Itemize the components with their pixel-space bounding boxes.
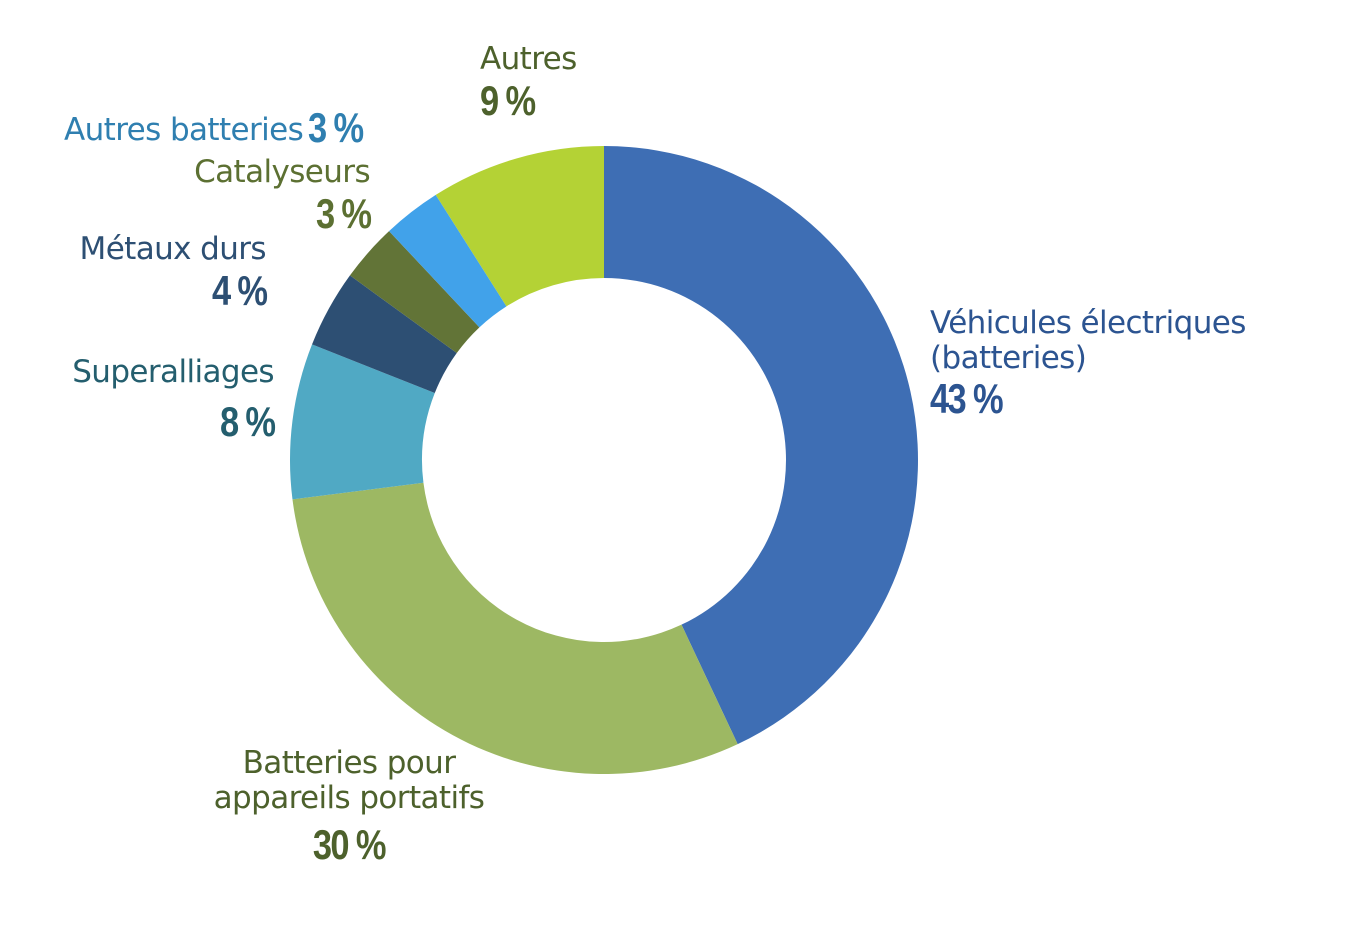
label-ev-pct: 43 % bbox=[930, 375, 1004, 423]
label-portable: Batteries pour appareils portatifs 30 % bbox=[186, 745, 512, 869]
label-other-pct: 9 % bbox=[480, 76, 536, 124]
donut-slice-5 bbox=[389, 194, 507, 328]
label-superalloys: Superalliages 8 % bbox=[20, 354, 276, 445]
label-superalloys-name: Superalliages bbox=[72, 354, 274, 390]
label-hardmetals: Métaux durs 4 % bbox=[20, 231, 268, 314]
donut-slice-0 bbox=[604, 146, 918, 745]
label-otherbatt: Autres batteries 3 % bbox=[64, 104, 375, 151]
donut-slice-6 bbox=[435, 146, 604, 307]
label-ev: Véhicules électriques (batteries) 43 % bbox=[930, 305, 1246, 423]
label-hardmetals-name: Métaux durs bbox=[79, 231, 267, 267]
label-catalysts-pct: 3 % bbox=[315, 189, 372, 237]
label-hardmetals-pct: 4 % bbox=[211, 266, 268, 314]
donut-slice-4 bbox=[349, 231, 480, 354]
label-superalloys-pct: 8 % bbox=[219, 397, 276, 445]
label-other-name: Autres bbox=[480, 41, 577, 77]
label-catalysts: Catalyseurs 3 % bbox=[120, 154, 372, 237]
label-otherbatt-name: Autres batteries bbox=[64, 112, 304, 148]
label-portable-line2: appareils portatifs bbox=[213, 779, 485, 816]
donut-slice-2 bbox=[290, 344, 435, 500]
label-catalysts-name: Catalyseurs bbox=[194, 154, 371, 190]
label-portable-line1: Batteries pour bbox=[242, 745, 456, 781]
label-other: Autres 9 % bbox=[480, 42, 577, 124]
label-ev-line1: Véhicules électriques bbox=[930, 305, 1246, 341]
label-otherbatt-pct: 3 % bbox=[308, 104, 364, 151]
donut-slice-1 bbox=[292, 482, 738, 774]
label-portable-pct: 30 % bbox=[313, 821, 387, 869]
label-ev-line2: (batteries) bbox=[930, 339, 1087, 376]
donut-slice-3 bbox=[312, 275, 457, 394]
